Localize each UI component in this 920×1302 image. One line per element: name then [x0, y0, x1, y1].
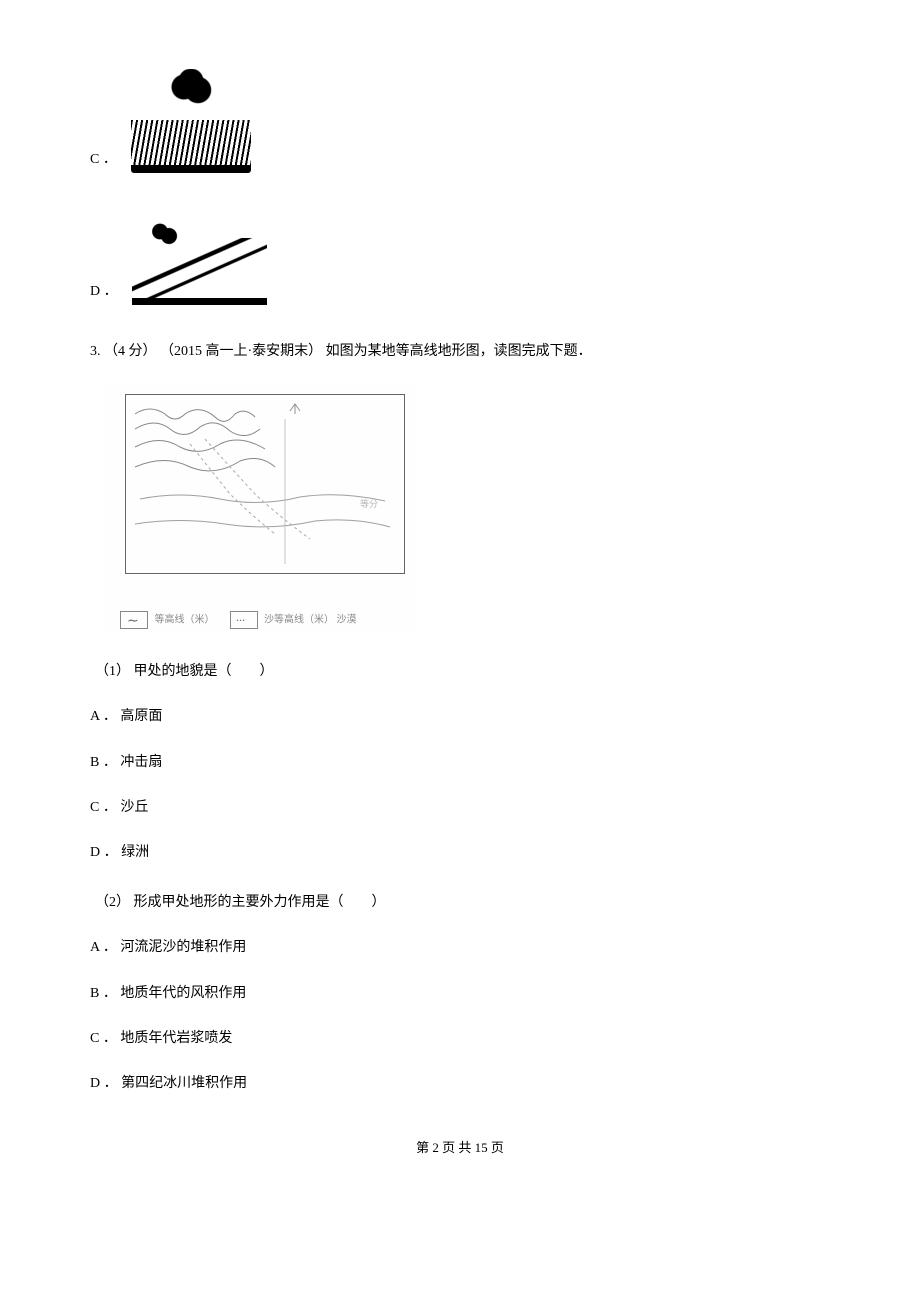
option-d-label: D ．: [90, 279, 118, 309]
option-c-container: C ．: [90, 60, 830, 177]
map-figure: 等分 等高线（米） 沙等高线（米） 沙漠: [105, 384, 415, 634]
q3-1-option-b: B ． 冲击扇: [90, 750, 830, 775]
q3-2-option-b: B ． 地质年代的风积作用: [90, 981, 830, 1006]
q3-2-option-c: C ． 地质年代岩浆喷发: [90, 1026, 830, 1051]
sub-question-1: （1） 甲处的地貌是（ ）: [95, 659, 830, 684]
q3-1-option-d: D ． 绿洲: [90, 840, 830, 865]
q3-1-option-a: A ． 高原面: [90, 704, 830, 729]
question-3-text: 3. （4 分） （2015 高一上·泰安期末） 如图为某地等高线地形图，读图完…: [90, 339, 830, 364]
svg-text:等分: 等分: [360, 498, 378, 509]
legend-contour-icon: [120, 611, 148, 629]
contour-map-svg: 等分: [130, 399, 400, 569]
option-c-image: [125, 60, 257, 177]
legend-sand-label: 沙等高线（米） 沙漠: [264, 614, 357, 625]
page-footer: 第 2 页 共 15 页: [90, 1136, 830, 1159]
q3-2-option-a: A ． 河流泥沙的堆积作用: [90, 935, 830, 960]
legend-contour-label: 等高线（米）: [155, 614, 215, 625]
sub-question-2: （2） 形成甲处地形的主要外力作用是（ ）: [95, 890, 830, 915]
option-c-label: C ．: [90, 147, 117, 177]
q3-1-option-c: C ． 沙丘: [90, 795, 830, 820]
option-d-image: [126, 207, 273, 309]
q3-2-option-d: D ． 第四纪冰川堆积作用: [90, 1071, 830, 1096]
option-d-container: D ．: [90, 207, 830, 309]
map-legend: 等高线（米） 沙等高线（米） 沙漠: [120, 611, 357, 629]
legend-sand-icon: [230, 611, 258, 629]
